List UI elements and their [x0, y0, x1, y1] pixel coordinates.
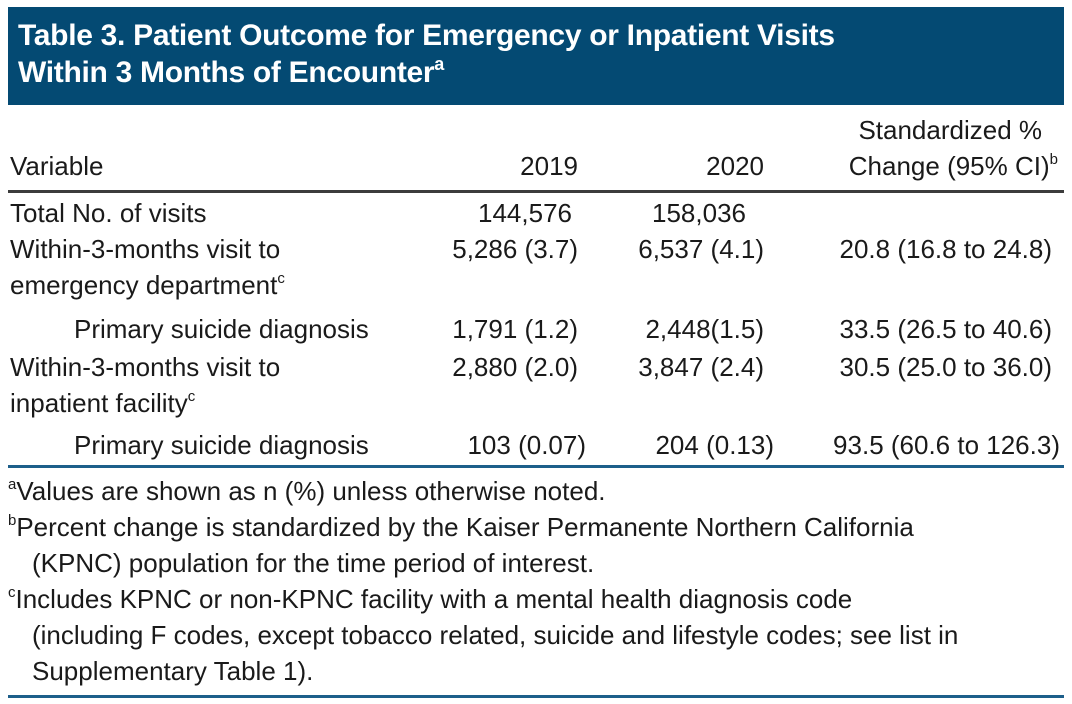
- header-change-line-2: Change (95% CI)b: [849, 148, 1058, 184]
- table-title-line-2: Within 3 Months of Encountera: [18, 54, 1050, 91]
- footnote-c: cIncludes KPNC or non-KPNC facility with…: [8, 581, 1068, 689]
- header-change-line-1: Standardized %: [858, 115, 1042, 145]
- row-value-2020: 3,847 (2.4): [638, 352, 764, 382]
- footnote-text: Values are shown as n (%) unless otherwi…: [16, 476, 606, 506]
- row-variable: Within-3-months visit to: [10, 234, 281, 264]
- row-value-2019: 103 (0.07): [467, 430, 586, 460]
- footnote-marker: c: [8, 584, 16, 601]
- table-title-line-1: Table 3. Patient Outcome for Emergency o…: [18, 19, 835, 52]
- row-variable: Primary suicide diagnosis: [74, 314, 369, 344]
- row-value-2020: 2,448(1.5): [645, 314, 764, 344]
- footnote-text-continued: (KPNC) population for the time period of…: [32, 548, 595, 578]
- footnote-text: Percent change is standardized by the Ka…: [16, 512, 914, 542]
- table-row: Within-3-months visit to emergency depar…: [8, 230, 1064, 306]
- table-row: Within-3-months visit to inpatient facil…: [8, 348, 1064, 424]
- row-change: 93.5 (60.6 to 126.3): [833, 430, 1060, 460]
- footnote-text: Includes KPNC or non-KPNC facility with …: [15, 584, 853, 614]
- footnote-text-continued: Supplementary Table 1).: [32, 656, 314, 686]
- title-footnote-marker: a: [434, 54, 445, 74]
- footnote-text-continued: (including F codes, except tobacco relat…: [32, 620, 959, 650]
- footnote-marker: a: [8, 476, 17, 493]
- footnote-b: bPercent change is standardized by the K…: [8, 509, 1068, 581]
- row-variable: Primary suicide diagnosis: [74, 430, 369, 460]
- row-value-2019: 2,880 (2.0): [452, 352, 578, 382]
- table-row: Total No. of visits 144,576 158,036: [8, 194, 1064, 232]
- footnotes: aValues are shown as n (%) unless otherw…: [8, 473, 1068, 689]
- table-row: Primary suicide diagnosis 103 (0.07) 204…: [8, 426, 1064, 464]
- footnote-a: aValues are shown as n (%) unless otherw…: [8, 473, 1068, 509]
- row-change: 30.5 (25.0 to 36.0): [839, 352, 1052, 382]
- row-variable-line-2: emergency departmentc: [10, 266, 285, 304]
- header-2020: 2020: [706, 151, 764, 181]
- table-title-text: Within 3 Months of Encounter: [18, 56, 435, 89]
- row-value-2019: 144,576: [478, 198, 572, 228]
- row-variable-line-2-text: inpatient facility: [10, 388, 188, 418]
- row-footnote-marker: c: [277, 270, 285, 287]
- row-footnote-marker: c: [187, 388, 196, 405]
- footnote-marker: b: [8, 512, 17, 529]
- row-value-2019: 1,791 (1.2): [452, 314, 578, 344]
- table-header-row: Variable 2019 2020 Standardized % Change…: [8, 110, 1064, 188]
- row-value-2019: 5,286 (3.7): [452, 234, 578, 264]
- row-variable-line-2-text: emergency department: [10, 270, 278, 300]
- row-value-2020: 6,537 (4.1): [638, 234, 764, 264]
- header-change-marker: b: [1049, 151, 1058, 168]
- table-row: Primary suicide diagnosis 1,791 (1.2) 2,…: [8, 310, 1064, 348]
- header-variable: Variable: [10, 151, 104, 181]
- row-variable: Total No. of visits: [10, 198, 207, 228]
- table-bottom-rule: [8, 465, 1064, 468]
- row-variable: Within-3-months visit to: [10, 352, 281, 382]
- row-change: 20.8 (16.8 to 24.8): [839, 234, 1052, 264]
- footnotes-bottom-rule: [8, 695, 1064, 698]
- header-change-text: Change (95% CI): [848, 151, 1050, 181]
- table-title-bar: Table 3. Patient Outcome for Emergency o…: [8, 7, 1064, 105]
- header-2019: 2019: [520, 151, 578, 181]
- header-rule: [8, 190, 1064, 193]
- row-value-2020: 158,036: [652, 198, 746, 228]
- row-value-2020: 204 (0.13): [655, 430, 774, 460]
- row-change: 33.5 (26.5 to 40.6): [839, 314, 1052, 344]
- row-variable-line-2: inpatient facilityc: [10, 384, 195, 422]
